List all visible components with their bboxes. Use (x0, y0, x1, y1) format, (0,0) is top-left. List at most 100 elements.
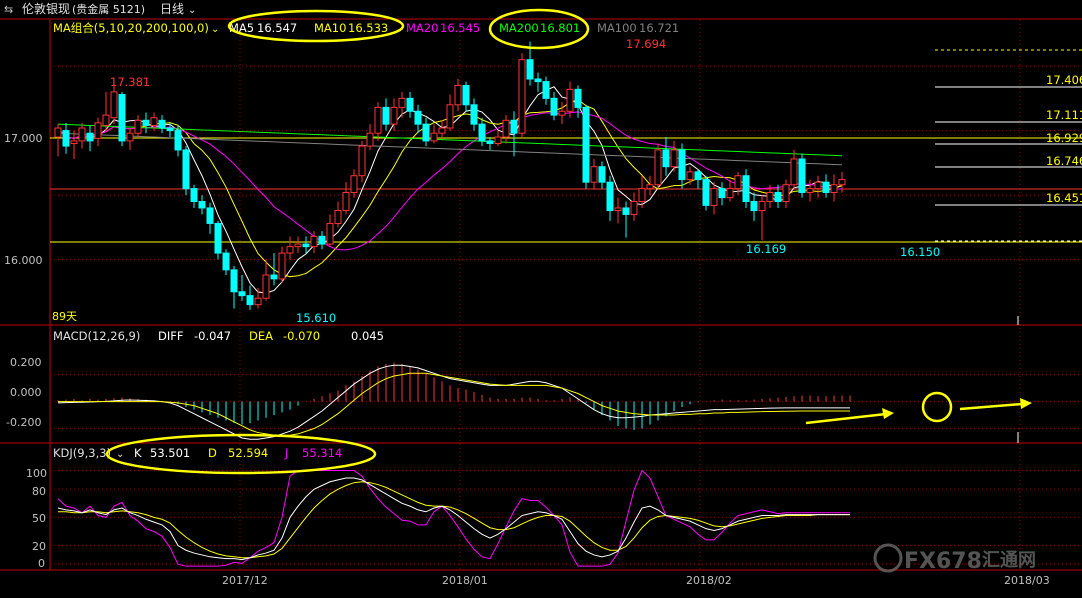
market-code: (贵金属 5121) (72, 2, 145, 16)
candle-body (494, 136, 502, 144)
candle-body (446, 104, 454, 129)
chevron-down-icon[interactable]: ⌄ (116, 449, 124, 460)
kdj-tick-100: 100 (26, 467, 47, 480)
highlight-annotations (105, 8, 1032, 475)
candle-body (766, 191, 774, 203)
period-selector[interactable]: 日线 (160, 2, 184, 16)
macd-legend-label: MACD(12,26,9) (53, 329, 140, 343)
price-annotations: 17.381 17.694 15.610 16.169 16.150 89天 (52, 37, 1019, 325)
candle-body (782, 184, 790, 203)
candle-body (302, 243, 310, 248)
candle-body (630, 201, 638, 215)
candle-body (774, 191, 782, 203)
kdj-k-label: K (134, 446, 142, 460)
candle-body (734, 175, 742, 190)
ma20-line (57, 111, 842, 251)
price-y-axis: 17.000 16.000 (4, 132, 43, 267)
macd-dea-value: -0.070 (283, 329, 320, 343)
arrow-left-right-icon[interactable]: ⇆ (4, 3, 13, 16)
x-tick-2018-01: 2018/01 (442, 574, 488, 587)
candle-body (646, 184, 654, 190)
kdj-highlight-ellipse (105, 433, 377, 475)
candle-body (758, 201, 766, 212)
candle-body (510, 119, 518, 134)
candle-body (318, 235, 326, 245)
candle-body (198, 201, 206, 209)
candle-body (166, 127, 174, 132)
candle-body (294, 243, 302, 248)
candle-body (134, 119, 142, 134)
candle-body (686, 171, 694, 181)
macd-tick-0: 0.000 (10, 386, 42, 399)
macd-diff-line (57, 364, 850, 440)
candle-body (158, 119, 166, 129)
candle-body (278, 252, 286, 280)
kdj-d-label: D (208, 446, 217, 460)
candle-body (182, 149, 190, 190)
macd-tick-neg0.2: -0.200 (6, 416, 41, 429)
kdj-panel (57, 469, 850, 567)
candle-body (174, 130, 182, 151)
x-tick-2017-12: 2017/12 (222, 574, 268, 587)
level-label-16.451: 16.451 (1046, 191, 1082, 205)
macd-diff-value: -0.047 (194, 329, 231, 343)
candle-body (462, 84, 470, 106)
candle-body (502, 119, 510, 138)
candle-body (54, 127, 62, 138)
chevron-down-icon[interactable]: ⌄ (188, 5, 196, 16)
level-label-17.111: 17.111 (1046, 108, 1082, 122)
candle-body (694, 171, 702, 181)
macd-y-axis: 0.200 0.000 -0.200 (6, 356, 42, 429)
chevron-down-icon[interactable]: ⌄ (211, 24, 219, 35)
kdj-tick-0: 0 (38, 557, 45, 570)
candle-body (798, 158, 806, 193)
kdj-y-axis: 100 80 50 20 0 (26, 467, 47, 570)
candle-body (558, 110, 566, 116)
candle-body (126, 132, 134, 142)
candle-body (526, 59, 534, 80)
candle-body (190, 188, 198, 203)
candle-body (430, 132, 438, 142)
candle-body (726, 188, 734, 199)
candle-body (310, 235, 318, 248)
kdj-tick-80: 80 (32, 485, 46, 498)
candle-body (438, 127, 446, 134)
ma200-line (57, 123, 843, 157)
candle-body (382, 106, 390, 125)
candle-body (606, 181, 614, 212)
kdj-grid (50, 470, 1082, 565)
kdj-j-line (57, 469, 850, 567)
support-resistance-lines (50, 49, 1082, 243)
kdj-d-line (58, 481, 850, 559)
price-grid (50, 20, 1082, 570)
candle-body (654, 149, 662, 186)
candle-body (678, 149, 686, 181)
ma10-value: 16.533 (348, 21, 388, 35)
macd-panel (57, 362, 1019, 443)
candle-body (422, 123, 430, 142)
kdj-tick-20: 20 (32, 540, 46, 553)
candlestick-series (54, 41, 846, 310)
kdj-tick-50: 50 (32, 512, 46, 525)
high-label-right: 17.694 (626, 37, 666, 51)
candle-body (70, 140, 78, 144)
macd-dea-line (58, 372, 850, 436)
ma-legend-label[interactable]: MA组合(5,10,20,200,100,0) (53, 21, 209, 35)
macd-crossover-circle (921, 391, 953, 423)
candle-body (246, 295, 254, 306)
candle-body (326, 222, 334, 245)
ma10-name: MA10 (314, 21, 346, 35)
candle-body (454, 84, 462, 106)
candle-body (262, 274, 270, 299)
low-label-left: 15.610 (296, 311, 336, 325)
candle-body (478, 123, 486, 142)
candle-body (390, 106, 398, 125)
candle-body (206, 207, 214, 224)
instrument-name: 伦敦银现 (22, 1, 70, 16)
candle-body (118, 93, 126, 142)
candle-body (742, 175, 750, 203)
candle-body (542, 81, 550, 99)
ma-short-highlight-ellipse (227, 9, 405, 43)
